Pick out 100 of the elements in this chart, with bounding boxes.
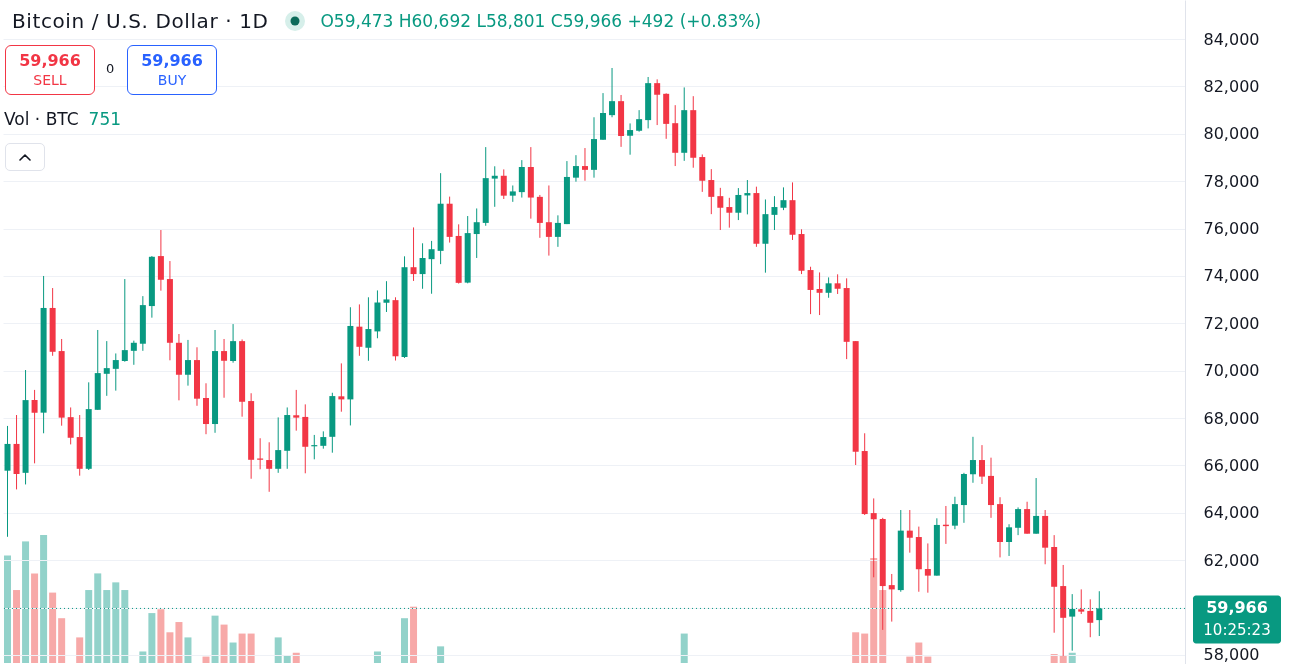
candlestick: [780, 186, 787, 211]
candlestick: [816, 271, 823, 316]
bar: [112, 582, 120, 663]
candlestick: [825, 276, 832, 299]
annotation: 59,966: [141, 51, 203, 71]
candlestick: [230, 323, 237, 364]
bar: [40, 535, 48, 663]
bar: [906, 656, 914, 663]
bar: [211, 615, 219, 663]
y-tick-label: 78,000: [1203, 171, 1260, 191]
candlestick: [1087, 598, 1094, 638]
annotation: 0: [106, 61, 115, 76]
y-tick-label: 64,000: [1203, 503, 1260, 523]
candlestick: [221, 338, 228, 399]
annotation: BUY: [157, 71, 187, 89]
candlestick: [1006, 523, 1013, 557]
bar: [13, 590, 21, 663]
bar: [49, 592, 57, 663]
bar: [22, 541, 30, 663]
candlestick: [410, 226, 417, 282]
candlestick: [130, 340, 137, 366]
candlestick: [1015, 506, 1022, 536]
candlestick: [545, 184, 552, 257]
bar: [157, 609, 165, 663]
candlestick: [112, 352, 119, 392]
bar: [103, 590, 111, 663]
bar: [166, 632, 174, 663]
bar: [274, 637, 282, 663]
y-tick-label: 82,000: [1203, 76, 1260, 96]
annotation: O59,473 H60,692 L58,801 C59,966 +492 (+0.83%): [320, 11, 762, 31]
annotation: 59,966: [19, 51, 81, 71]
bar: [202, 656, 210, 663]
candlestick: [581, 147, 588, 182]
candlestick: [572, 154, 579, 183]
candlestick: [627, 122, 634, 156]
candlestick: [636, 109, 643, 133]
candlestick: [500, 168, 507, 200]
y-tick-label: 58,000: [1203, 645, 1260, 664]
bar: [283, 655, 291, 663]
candlestick: [121, 278, 128, 363]
y-tick-label: 74,000: [1203, 266, 1260, 286]
bar: [121, 590, 129, 663]
text: 10:25:23: [1203, 621, 1271, 640]
candlestick: [383, 280, 390, 313]
candlestick: [338, 362, 345, 413]
candlestick: [491, 165, 498, 208]
candlestick: [67, 406, 74, 445]
candlestick: [275, 416, 282, 474]
bar: [437, 646, 445, 663]
y-tick-label: 80,000: [1203, 124, 1260, 144]
candlestick: [31, 389, 38, 464]
bar: [4, 555, 12, 663]
y-tick-label: 70,000: [1203, 361, 1260, 381]
y-tick-label: 76,000: [1203, 219, 1260, 239]
candlestick: [428, 240, 435, 295]
candlestick: [103, 340, 110, 397]
candlestick: [708, 168, 715, 215]
bar: [184, 637, 192, 663]
bar: [76, 637, 84, 663]
bar: [247, 633, 255, 663]
candlestick: [969, 436, 976, 484]
bar: [879, 590, 887, 663]
candlestick: [906, 509, 913, 554]
bar: [924, 656, 932, 663]
candlestick: [419, 242, 426, 290]
bar: [861, 633, 869, 663]
candlestick: [157, 229, 164, 292]
candlestick: [951, 496, 958, 530]
bar: [680, 633, 688, 663]
candlestick: [266, 441, 273, 493]
candlestick: [1078, 588, 1085, 615]
bar: [401, 618, 409, 663]
candlestick: [978, 444, 985, 485]
candlestick: [735, 187, 742, 221]
bar: [220, 624, 228, 663]
bar: [94, 573, 102, 663]
bar: [139, 651, 147, 663]
candlestick: [888, 573, 895, 623]
bar: [31, 573, 39, 663]
text: Bitcoin / U.S. Dollar · 1D: [12, 9, 269, 33]
candlestick: [834, 273, 841, 295]
bar: [870, 558, 878, 663]
y-tick-label: 66,000: [1203, 455, 1260, 475]
candlestick: [924, 542, 931, 594]
bar: [1059, 655, 1067, 663]
candlestick: [771, 195, 778, 231]
bar: [85, 590, 93, 663]
candlestick: [365, 296, 372, 362]
bar: [915, 642, 923, 663]
y-tick-label: 68,000: [1203, 408, 1260, 428]
bar: [148, 613, 156, 663]
bar: [238, 633, 246, 663]
candlestick: [654, 78, 661, 126]
ref-line-label: 59,966: [1206, 598, 1268, 618]
y-tick-label: 62,000: [1203, 550, 1260, 570]
candlestick: [699, 153, 706, 193]
candlestick: [609, 67, 616, 118]
buy-button: 59,966 BUY: [127, 45, 217, 95]
bar: [58, 618, 66, 663]
bar: [373, 651, 381, 663]
